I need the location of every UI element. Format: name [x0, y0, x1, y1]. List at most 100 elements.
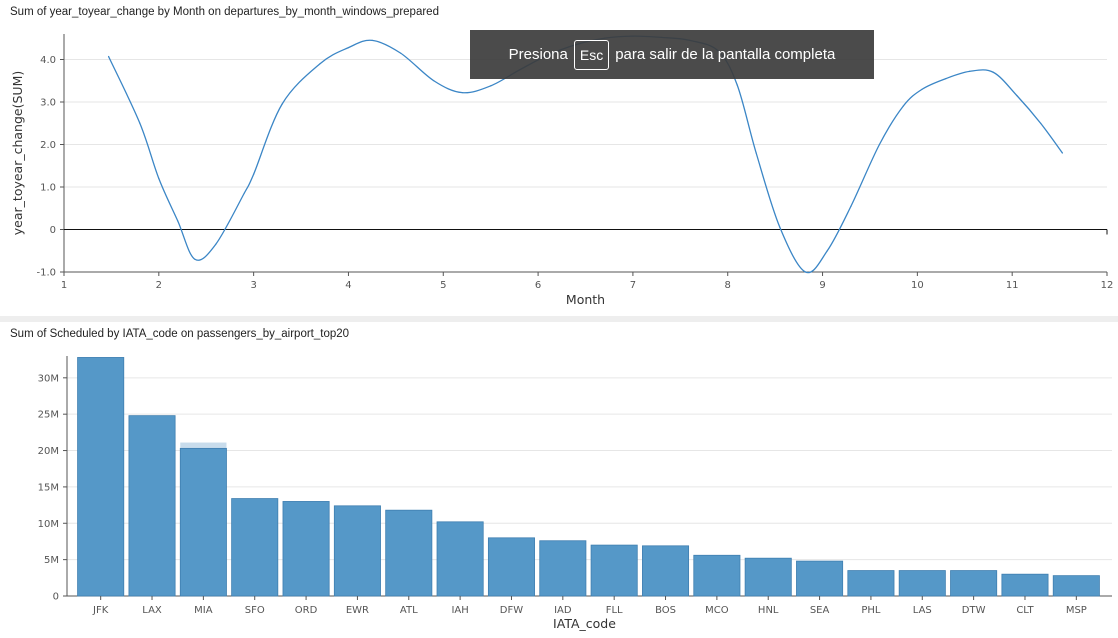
- data-point: [1061, 152, 1064, 154]
- x-tick-label: JFK: [92, 605, 109, 616]
- x-tick-label: 1: [61, 280, 67, 291]
- bar: [436, 521, 484, 597]
- data-point: [177, 220, 179, 222]
- x-tick-label: EWR: [346, 605, 369, 616]
- x-tick-label: PHL: [861, 605, 881, 616]
- bar: [950, 570, 998, 597]
- data-point: [779, 226, 781, 228]
- data-point: [319, 63, 321, 65]
- data-point: [371, 39, 373, 41]
- y-tick-label: -1.0: [36, 268, 56, 279]
- data-point: [107, 55, 110, 58]
- x-tick-label: LAX: [142, 605, 162, 616]
- data-point: [945, 78, 947, 80]
- y-tick-label: 3.0: [40, 98, 56, 109]
- y-tick-label: 0: [50, 225, 56, 236]
- data-point: [433, 80, 435, 82]
- data-point: [139, 122, 141, 124]
- bar: [539, 540, 587, 597]
- data-point: [755, 152, 757, 154]
- data-point: [992, 71, 994, 73]
- data-point: [736, 84, 738, 86]
- x-tick-label: SEA: [810, 605, 830, 616]
- bar: [179, 447, 227, 597]
- x-axis-title: Month: [566, 292, 605, 307]
- x-tick-label: 11: [1006, 280, 1019, 291]
- data-point: [1040, 122, 1042, 124]
- x-tick-label: 2: [156, 280, 162, 291]
- x-tick-label: ORD: [295, 605, 318, 616]
- line-chart: -1.001.02.03.04.01 2 3 4 5 6 7 8 9 10 11 12Monthyea…: [10, 34, 1114, 307]
- x-tick-label: 3: [250, 280, 256, 291]
- data-point: [804, 271, 807, 273]
- bar: [128, 415, 176, 597]
- x-tick-label: 12: [1101, 280, 1114, 291]
- data-point: [878, 143, 881, 146]
- y-tick-label: 5M: [44, 555, 59, 566]
- x-tick-label: 5: [440, 280, 446, 291]
- bar: [1001, 573, 1049, 597]
- y-tick-label: 25M: [38, 410, 59, 421]
- line-chart-title: Sum of year_toyear_change by Month on de…: [10, 6, 439, 18]
- data-point: [490, 85, 492, 87]
- bar: [744, 557, 792, 597]
- y-tick-label: 4.0: [40, 55, 56, 66]
- data-point: [400, 52, 402, 54]
- y-axis-title: year_toyear_change(SUM): [10, 71, 25, 235]
- y-tick-label: 1.0: [40, 183, 56, 194]
- data-point: [158, 177, 160, 180]
- data-point: [194, 258, 196, 260]
- data-point: [850, 205, 852, 207]
- data-point: [215, 243, 217, 245]
- data-point: [347, 47, 350, 49]
- data-point: [902, 105, 904, 107]
- x-tick-label: CLT: [1016, 605, 1034, 616]
- notice-text-after: para salir de la pantalla completa: [615, 46, 836, 63]
- data-point: [1016, 95, 1018, 97]
- esc-key-badge: Esc: [573, 39, 610, 70]
- bar: [231, 498, 279, 597]
- x-tick-label: LAS: [913, 605, 932, 616]
- x-tick-label: 8: [725, 280, 731, 291]
- bar: [693, 554, 741, 597]
- x-tick-label: HNL: [758, 605, 779, 616]
- x-tick-label: ATL: [400, 605, 418, 616]
- data-point: [826, 250, 828, 252]
- x-tick-label: MSP: [1066, 605, 1087, 616]
- notice-text-before: Presiona: [508, 46, 568, 63]
- bar: [898, 570, 946, 597]
- x-tick-label: BOS: [655, 605, 676, 616]
- data-point: [921, 88, 923, 90]
- x-axis-title: IATA_code: [553, 616, 616, 631]
- data-point: [968, 70, 971, 72]
- bar-chart-title: Sum of Scheduled by IATA_code on passeng…: [10, 328, 350, 340]
- x-tick-label: MIA: [194, 605, 213, 616]
- data-point: [253, 173, 255, 175]
- bar-chart: 0 5M 10M 15M 20M 25M 30M JFK LAX MIA SFO ORD EWR ATL I…: [38, 356, 1112, 631]
- x-tick-label: DTW: [962, 605, 986, 616]
- x-tick-label: 4: [345, 280, 351, 291]
- bar: [796, 560, 844, 597]
- bar: [847, 570, 895, 597]
- data-point: [461, 92, 463, 94]
- y-tick-label: 2.0: [40, 140, 56, 151]
- bar: [487, 537, 535, 597]
- bar: [642, 545, 690, 597]
- bar: [282, 501, 330, 597]
- bar: [77, 357, 125, 597]
- x-tick-label: 9: [819, 280, 825, 291]
- x-tick-label: DFW: [500, 605, 523, 616]
- x-tick-label: IAH: [451, 605, 468, 616]
- data-point: [243, 192, 245, 194]
- x-tick-label: 6: [535, 280, 541, 291]
- x-tick-label: 7: [630, 280, 636, 291]
- y-tick-label: 20M: [38, 446, 59, 457]
- bar: [590, 544, 638, 597]
- x-tick-label: IAD: [554, 605, 572, 616]
- bar: [333, 505, 381, 597]
- y-tick-label: 10M: [38, 519, 59, 530]
- y-tick-label: 30M: [38, 373, 59, 384]
- bar: [1052, 575, 1100, 597]
- x-tick-label: SFO: [245, 605, 265, 616]
- panel-divider: [0, 316, 1118, 322]
